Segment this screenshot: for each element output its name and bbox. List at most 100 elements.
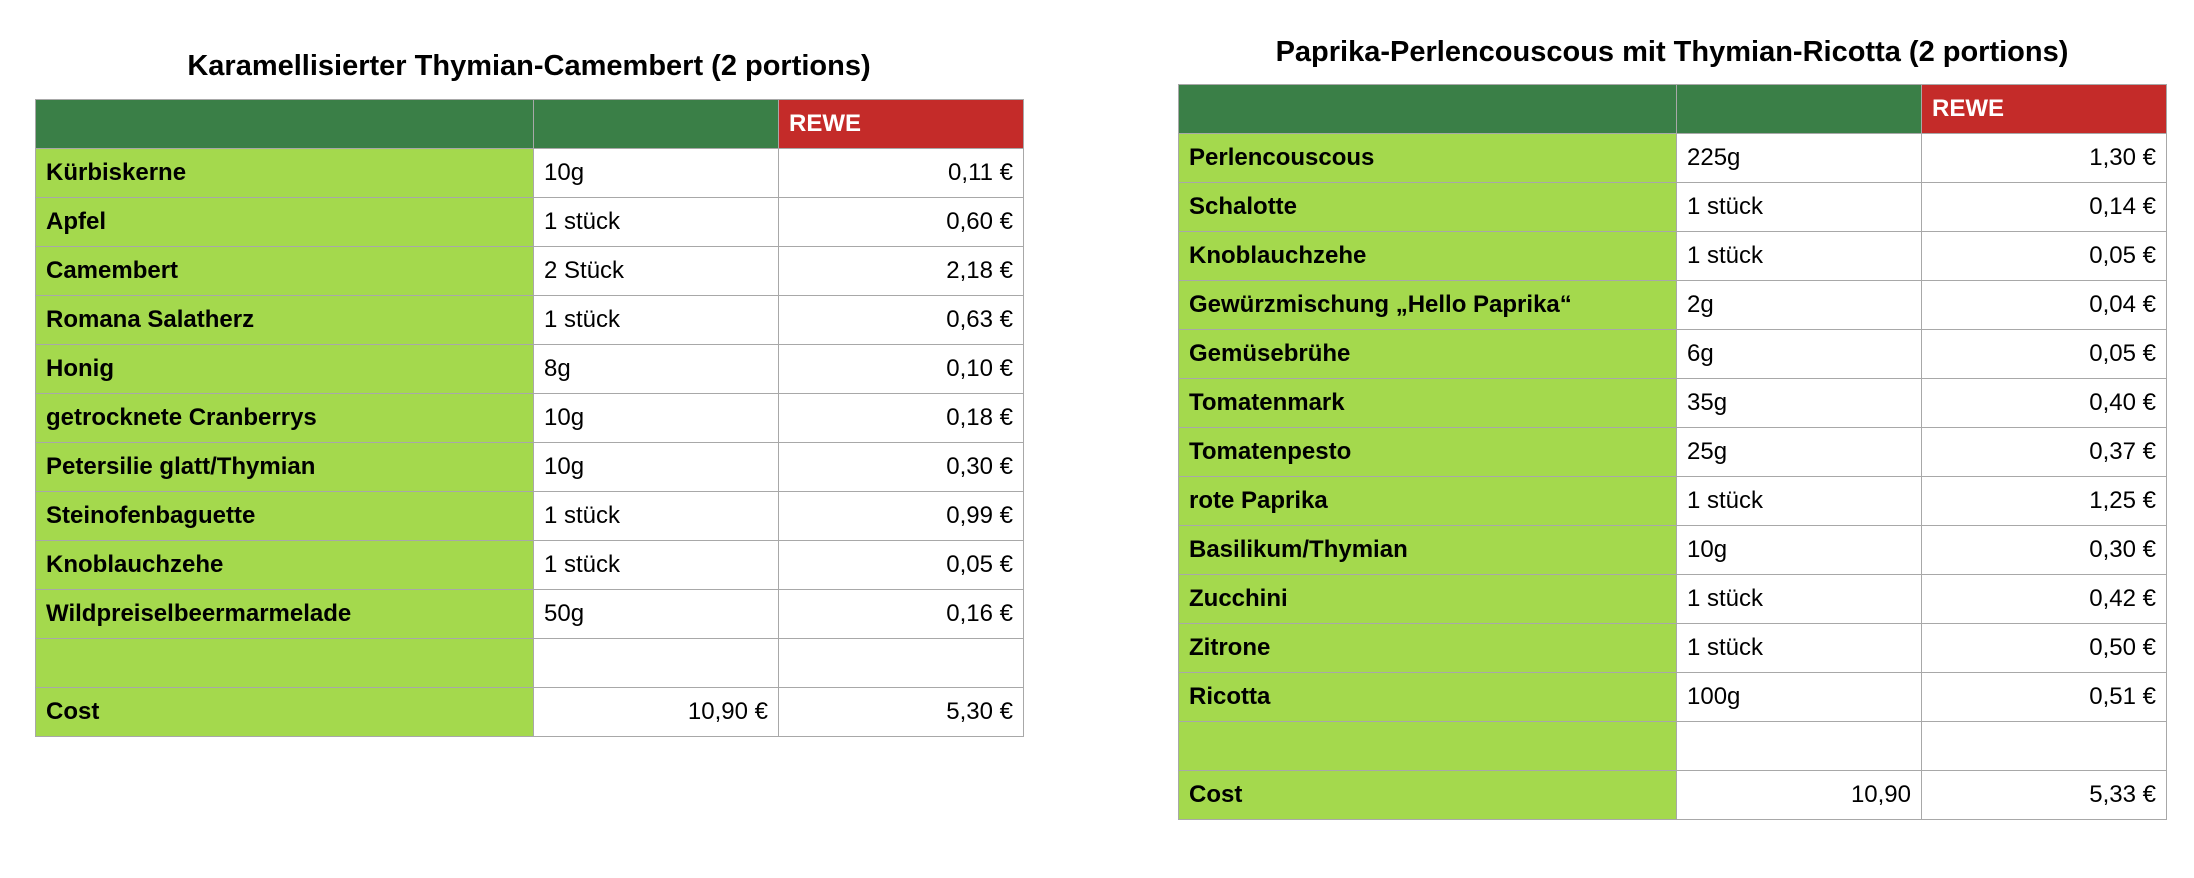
store-header-cell: REWE	[1921, 84, 2167, 134]
ingredient-quantity: 25g	[1676, 427, 1922, 477]
ingredient-price: 0,30 €	[1921, 525, 2167, 575]
ingredient-price: 0,11 €	[778, 148, 1024, 198]
ingredient-price: 0,18 €	[778, 393, 1024, 443]
ingredient-quantity: 1 stück	[1676, 623, 1922, 673]
empty-cell	[1178, 721, 1677, 771]
ingredient-table: REWE Kürbiskerne 10g 0,11 € Apfel 1 stück 0,60…	[35, 99, 1024, 737]
ingredient-name: Knoblauchzehe	[1178, 231, 1677, 281]
ingredient-name: rote Paprika	[1178, 476, 1677, 526]
table-header-row: REWE	[35, 99, 1024, 149]
empty-cell	[533, 638, 779, 688]
table-row: Zitrone 1 stück 0,50 €	[1178, 623, 2167, 673]
ingredient-price: 0,05 €	[1921, 329, 2167, 379]
ingredient-name: getrocknete Cranberrys	[35, 393, 534, 443]
ingredient-quantity: 2g	[1676, 280, 1922, 330]
table-row: Zucchini 1 stück 0,42 €	[1178, 574, 2167, 624]
ingredient-quantity: 1 stück	[1676, 476, 1922, 526]
cost-total: 10,90 €	[533, 687, 779, 737]
ingredient-quantity: 1 stück	[1676, 182, 1922, 232]
ingredient-name: Petersilie glatt/Thymian	[35, 442, 534, 492]
ingredient-name: Tomatenpesto	[1178, 427, 1677, 477]
cost-label: Cost	[35, 687, 534, 737]
ingredient-quantity: 1 stück	[1676, 574, 1922, 624]
ingredient-price: 0,30 €	[778, 442, 1024, 492]
ingredient-quantity: 100g	[1676, 672, 1922, 722]
table-row: Knoblauchzehe 1 stück 0,05 €	[35, 540, 1024, 590]
recipe-table-right: Paprika-Perlencouscous mit Thymian-Ricot…	[1178, 31, 2167, 820]
ingredient-price: 0,42 €	[1921, 574, 2167, 624]
cost-store-total: 5,30 €	[778, 687, 1024, 737]
table-row: rote Paprika 1 stück 1,25 €	[1178, 476, 2167, 526]
ingredient-name: Zitrone	[1178, 623, 1677, 673]
recipe-table-left: Karamellisierter Thymian-Camembert (2 po…	[35, 45, 1024, 737]
table-row: getrocknete Cranberrys 10g 0,18 €	[35, 393, 1024, 443]
ingredient-name: Tomatenmark	[1178, 378, 1677, 428]
table-row: Romana Salatherz 1 stück 0,63 €	[35, 295, 1024, 345]
store-header-cell: REWE	[778, 99, 1024, 149]
table-row: Wildpreiselbeermarmelade 50g 0,16 €	[35, 589, 1024, 639]
header-cell-quantity	[1676, 84, 1922, 134]
ingredient-quantity: 10g	[533, 393, 779, 443]
table-row: Kürbiskerne 10g 0,11 €	[35, 148, 1024, 198]
ingredient-price: 0,51 €	[1921, 672, 2167, 722]
cost-row: Cost 10,90 €5,30 €	[35, 687, 1024, 737]
ingredient-price: 0,04 €	[1921, 280, 2167, 330]
ingredient-name: Apfel	[35, 197, 534, 247]
ingredient-price: 0,50 €	[1921, 623, 2167, 673]
header-cell-ingredient	[35, 99, 534, 149]
ingredient-name: Basilikum/Thymian	[1178, 525, 1677, 575]
ingredient-quantity: 225g	[1676, 133, 1922, 183]
table-row: Petersilie glatt/Thymian 10g 0,30 €	[35, 442, 1024, 492]
ingredient-price: 0,16 €	[778, 589, 1024, 639]
ingredient-name: Kürbiskerne	[35, 148, 534, 198]
cost-row: Cost 10,90 5,33 €	[1178, 770, 2167, 820]
table-header-row: REWE	[1178, 84, 2167, 134]
table-row: Apfel 1 stück 0,60 €	[35, 197, 1024, 247]
ingredient-name: Perlencouscous	[1178, 133, 1677, 183]
table-row: Ricotta 100g 0,51 €	[1178, 672, 2167, 722]
table-row: Tomatenmark 35g 0,40 €	[1178, 378, 2167, 428]
table-row: Schalotte 1 stück 0,14 €	[1178, 182, 2167, 232]
ingredient-quantity: 1 stück	[533, 197, 779, 247]
empty-row	[35, 638, 1024, 688]
ingredient-name: Ricotta	[1178, 672, 1677, 722]
ingredient-price: 0,37 €	[1921, 427, 2167, 477]
table-row: Tomatenpesto 25g 0,37 €	[1178, 427, 2167, 477]
ingredient-quantity: 35g	[1676, 378, 1922, 428]
ingredient-quantity: 10g	[533, 442, 779, 492]
empty-cell	[1676, 721, 1922, 771]
ingredient-price: 0,05 €	[1921, 231, 2167, 281]
header-cell-ingredient	[1178, 84, 1677, 134]
cost-label: Cost	[1178, 770, 1677, 820]
ingredient-quantity: 8g	[533, 344, 779, 394]
table-row: Honig 8g 0,10 €	[35, 344, 1024, 394]
ingredient-quantity: 1 stück	[533, 491, 779, 541]
cost-total: 10,90	[1676, 770, 1922, 820]
ingredient-price: 0,14 €	[1921, 182, 2167, 232]
cost-store-total: 5,33 €	[1921, 770, 2167, 820]
ingredient-quantity: 1 stück	[1676, 231, 1922, 281]
ingredient-name: Zucchini	[1178, 574, 1677, 624]
ingredient-price: 0,05 €	[778, 540, 1024, 590]
ingredient-name: Camembert	[35, 246, 534, 296]
ingredient-price: 1,30 €	[1921, 133, 2167, 183]
empty-row	[1178, 721, 2167, 771]
ingredient-quantity: 6g	[1676, 329, 1922, 379]
ingredient-name: Steinofenbaguette	[35, 491, 534, 541]
ingredient-quantity: 10g	[1676, 525, 1922, 575]
ingredient-quantity: 2 Stück	[533, 246, 779, 296]
empty-cell	[1921, 721, 2167, 771]
ingredient-name: Romana Salatherz	[35, 295, 534, 345]
ingredient-name: Honig	[35, 344, 534, 394]
recipe-title: Paprika-Perlencouscous mit Thymian-Ricot…	[1275, 36, 2069, 68]
ingredient-name: Schalotte	[1178, 182, 1677, 232]
empty-cell	[778, 638, 1024, 688]
ingredient-quantity: 50g	[533, 589, 779, 639]
ingredient-price: 2,18 €	[778, 246, 1024, 296]
ingredient-quantity: 1 stück	[533, 295, 779, 345]
table-row: Steinofenbaguette 1 stück 0,99 €	[35, 491, 1024, 541]
ingredient-price: 1,25 €	[1921, 476, 2167, 526]
ingredient-table: REWE Perlencouscous 225g 1,30 € Schalotte 1 s…	[1178, 84, 2167, 820]
table-row: Perlencouscous 225g 1,30 €	[1178, 133, 2167, 183]
ingredient-quantity: 1 stück	[533, 540, 779, 590]
